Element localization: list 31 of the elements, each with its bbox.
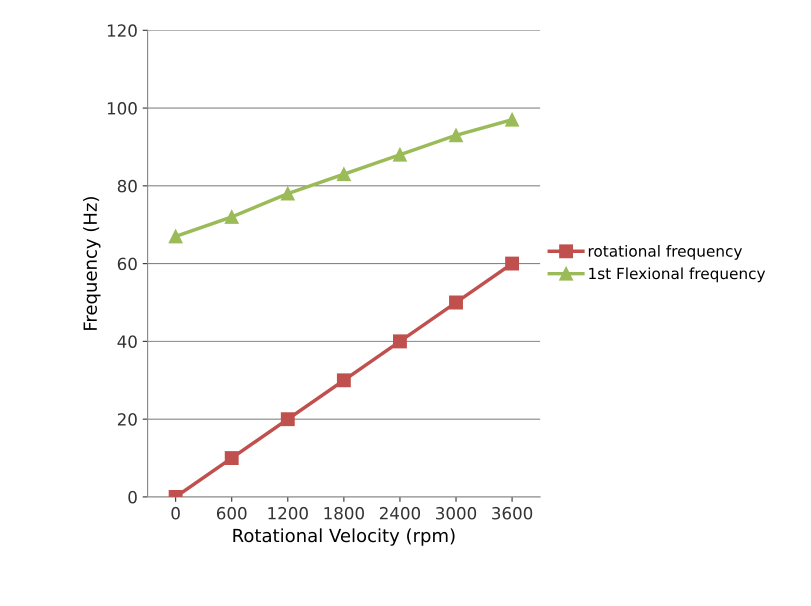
- y-axis-title: Frequency (Hz): [83, 197, 101, 330]
- point: [505, 256, 520, 271]
- x-tick-label: 3600: [492, 506, 532, 520]
- x-tick-label: 1800: [324, 506, 364, 520]
- legend-label: rotational frequency: [588, 245, 742, 260]
- point: [449, 128, 463, 142]
- y-tick-label: 40: [117, 335, 137, 348]
- point: [168, 229, 183, 244]
- point: [280, 186, 295, 201]
- point: [449, 296, 463, 310]
- x-axis-title: Rotational Velocity (rpm): [233, 528, 455, 546]
- point: [392, 334, 407, 348]
- y-tick-label: 20: [118, 413, 137, 426]
- x-tick-label: 600: [216, 506, 247, 520]
- point: [224, 210, 239, 224]
- x-tick-label: 3000: [436, 506, 476, 520]
- point: [224, 451, 239, 465]
- y-tick-label: 100: [108, 102, 137, 115]
- point: [505, 112, 520, 127]
- point: [336, 167, 351, 182]
- y-tick-label: 0: [128, 490, 137, 504]
- point: [280, 412, 295, 426]
- y-tick-label: 120: [108, 24, 137, 37]
- point: [336, 373, 351, 388]
- x-tick-label: 1200: [268, 506, 308, 520]
- x-tick-label: 2400: [380, 506, 420, 520]
- y-tick-label: 60: [118, 258, 137, 270]
- x-tick-label: 0: [171, 506, 180, 520]
- legend-label: 1st Flexional frequency: [589, 267, 766, 282]
- point: [392, 148, 407, 162]
- y-tick-label: 80: [118, 180, 137, 192]
